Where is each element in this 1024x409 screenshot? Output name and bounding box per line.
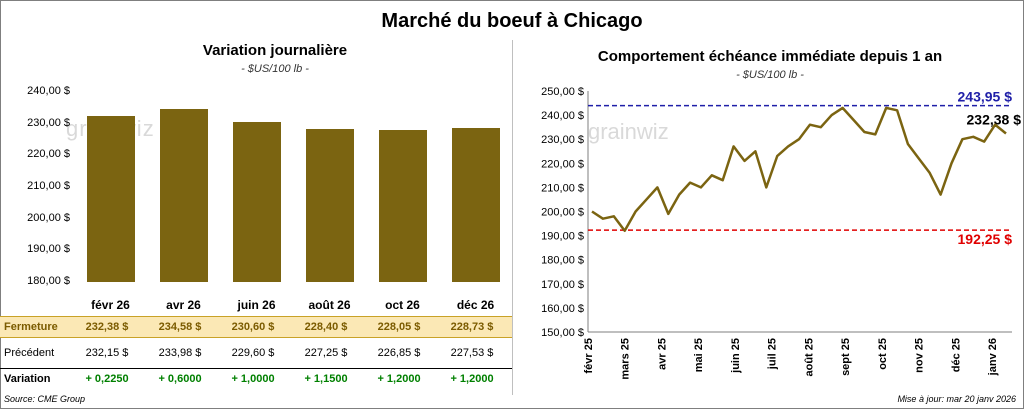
line-y-tick: 210,00 $ [541,182,584,194]
last-price-label: 232,38 $ [967,111,1022,127]
bar [451,127,500,282]
prev-cell: 226,85 $ [377,347,421,359]
bar-category-label: oct 26 [385,298,420,312]
bar [305,128,354,282]
bar [159,109,208,282]
bar-category-label: avr 26 [166,298,201,312]
panel-divider [512,40,513,395]
watermark-right: grainwiz [588,119,669,144]
line-y-tick: 160,00 $ [541,303,584,315]
line-x-tick: mai 25 [693,338,705,372]
line-y-tick: 250,00 $ [541,86,584,98]
line-y-tick: 240,00 $ [541,110,584,122]
close-label: Fermeture [4,321,58,333]
line-y-tick: 190,00 $ [541,231,584,243]
line-x-tick: oct 25 [877,338,889,370]
close-cell: 228,05 $ [377,321,421,333]
close-cell: 234,58 $ [158,321,202,333]
line-x-tick: sept 25 [840,338,852,376]
line-x-tick: août 25 [803,338,815,377]
bar-category-label: févr 26 [91,298,130,312]
line-chart-unit: - $US/100 lb - [736,69,804,81]
bar-y-tick: 190,00 $ [27,243,70,256]
prev-cell: 233,98 $ [158,347,202,359]
line-x-tick: déc 25 [950,338,962,372]
bar-y-tick: 180,00 $ [27,275,70,287]
update-note: Mise à jour: mar 20 janv 2026 [897,394,1016,404]
bar-y-tick: 220,00 $ [27,148,70,161]
bar-y-tick: 230,00 $ [27,116,70,129]
close-cell: 232,38 $ [85,321,129,333]
line-x-tick: févr 25 [583,338,595,373]
bar-y-tick: 210,00 $ [27,180,70,192]
variation-label: Variation [4,373,51,385]
variation-cell: + 1,2000 [377,373,421,385]
prev-cell: 227,25 $ [304,347,348,359]
prev-cell: 227,53 $ [450,347,494,359]
reference-label: 192,25 $ [958,231,1013,247]
bar-y-tick: 200,00 $ [27,211,70,224]
prev-cell: 232,15 $ [85,347,129,359]
prev-cell: 229,60 $ [231,347,275,359]
variation-cell: + 1,2000 [450,373,494,385]
bar [86,116,135,282]
bar-category-label: juin 26 [237,298,276,312]
bar-category-label: août 26 [308,298,351,312]
close-cell: 228,73 $ [450,321,494,333]
line-x-tick: nov 25 [914,338,926,373]
variation-row: Variation + 0,2250 + 0,6000 + 1,0000 + 1… [0,368,512,389]
page-title: Marché du boeuf à Chicago [381,10,643,32]
line-y-tick: 180,00 $ [541,255,584,267]
bar [378,129,427,282]
variation-cell: + 1,0000 [231,373,275,385]
line-chart-title: Comportement échéance immédiate depuis 1… [597,48,943,65]
line-y-tick: 200,00 $ [541,207,584,219]
source-note: Source: CME Group [4,394,86,404]
line-x-tick: mars 25 [620,338,632,380]
variation-cell: + 0,6000 [158,373,202,385]
prev-label: Précédent [4,347,55,359]
close-row: Fermeture 232,38 $ 234,58 $ 230,60 $ 228… [0,316,512,338]
bar-category-label: déc 26 [456,298,495,312]
bar-chart-title: Variation journalière [202,42,348,59]
line-y-tick: 230,00 $ [541,134,584,146]
bar [232,121,281,282]
line-x-tick: juin 25 [730,338,742,374]
bar-y-tick: 240,00 $ [27,85,70,97]
prev-row: Précédent 232,15 $ 233,98 $ 229,60 $ 227… [0,343,512,363]
line-x-tick: janv 26 [987,338,999,376]
reference-label: 243,95 $ [958,89,1013,105]
line-y-tick: 170,00 $ [541,279,584,291]
close-cell: 228,40 $ [304,321,348,333]
price-series-line [591,106,1007,233]
line-x-tick: juil 25 [767,338,779,370]
line-x-tick: avr 25 [656,338,668,370]
line-y-tick: 220,00 $ [541,158,584,170]
close-cell: 230,60 $ [231,321,275,333]
bar-chart-unit: - $US/100 lb - [241,63,309,75]
variation-cell: + 1,1500 [304,373,348,385]
line-y-tick: 150,00 $ [541,327,584,339]
variation-cell: + 0,2250 [85,373,129,385]
